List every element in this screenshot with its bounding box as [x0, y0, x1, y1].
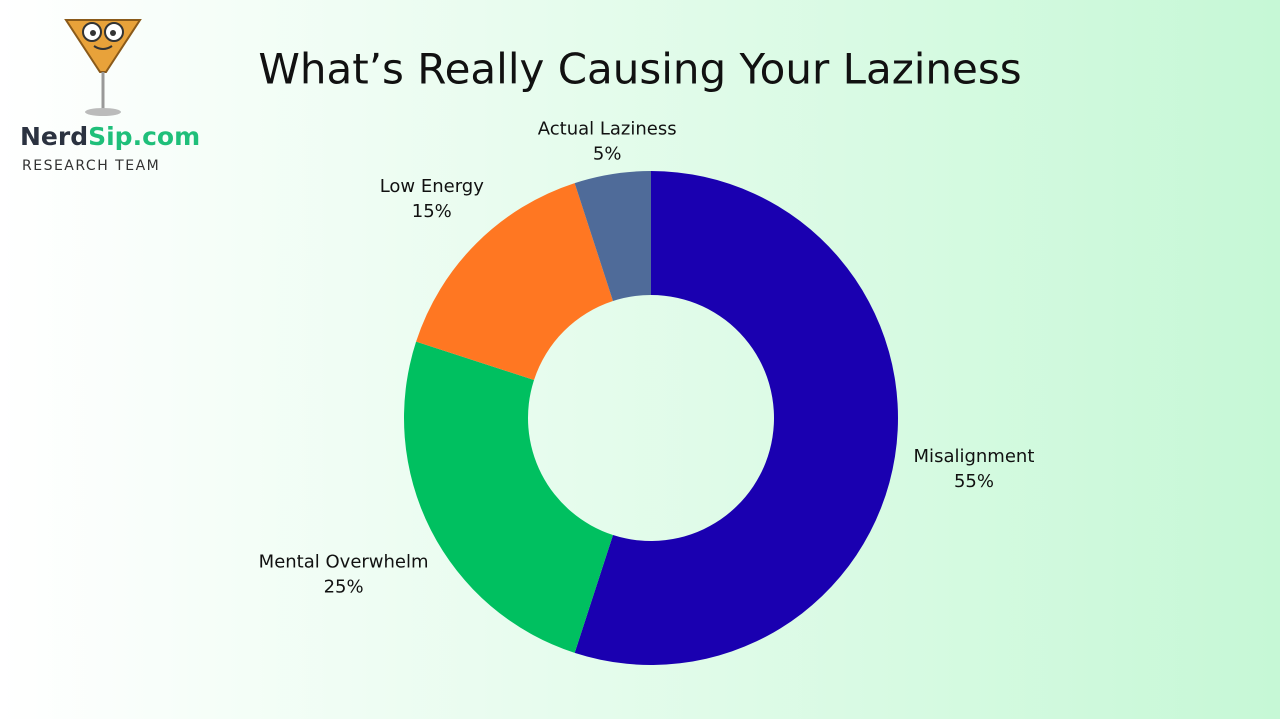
slice-value-label: 25% [324, 577, 364, 598]
logo-subtitle: RESEARCH TEAM [22, 158, 160, 174]
slice-label: Actual Laziness [538, 118, 677, 139]
donut-slice [404, 341, 613, 653]
logo-brand-dark: Nerd [20, 122, 88, 151]
slice-value-label: 55% [954, 471, 994, 492]
donut-slice [416, 183, 613, 380]
slice-value-label: 15% [412, 201, 452, 222]
slice-label: Mental Overwhelm [259, 552, 429, 573]
logo-icon [64, 19, 142, 116]
slice-label: Low Energy [380, 176, 485, 197]
slice-label: Misalignment [914, 446, 1035, 467]
logo-brand-green: Sip.com [88, 122, 200, 151]
donut-slice [574, 171, 898, 666]
chart-title: What’s Really Causing Your Laziness [258, 45, 1021, 94]
donut-slice [574, 171, 651, 302]
slice-value-label: 5% [593, 143, 622, 164]
plot: Misalignment 55% Mental Overwhelm 25% Low En… [259, 118, 1035, 666]
logo-brand: NerdSip.com [20, 122, 200, 151]
